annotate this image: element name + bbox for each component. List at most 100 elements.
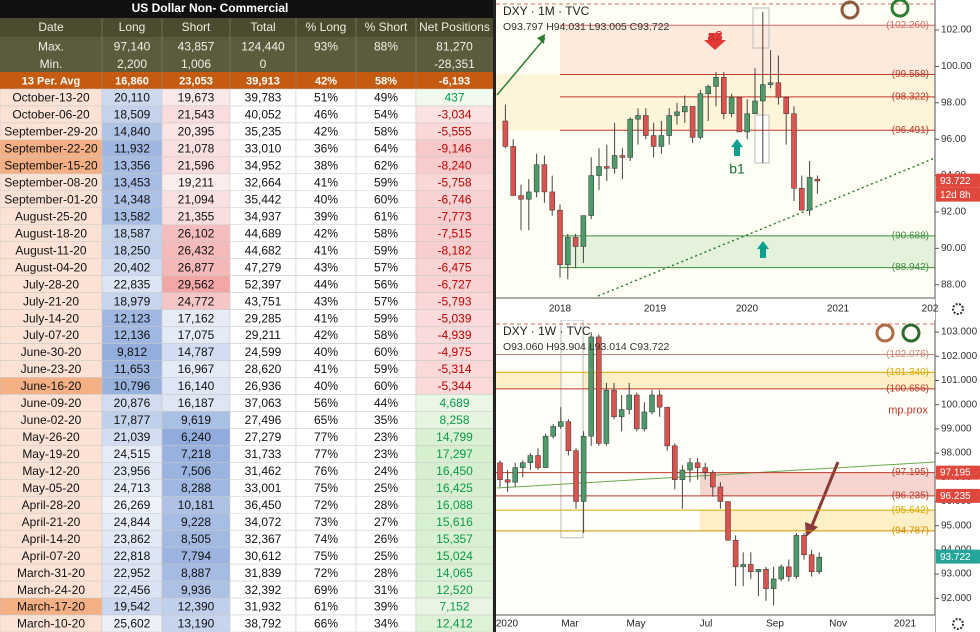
cell-text: 26,269 <box>114 498 151 512</box>
cell-text: 76% <box>314 464 338 478</box>
price-tick-label: 102.000 <box>941 351 978 362</box>
symbol: DXY · 1W · TVC <box>503 324 591 338</box>
cell-text: 24% <box>374 464 398 478</box>
cell-text: 42% <box>314 125 338 139</box>
cell-text: -3,034 <box>437 108 471 122</box>
cell-text: 17,297 <box>436 447 473 461</box>
cell-text: 60% <box>374 192 398 206</box>
cell-text: 25% <box>374 549 398 563</box>
cell-text: 17,075 <box>178 328 215 342</box>
candle-body <box>650 135 657 147</box>
cell-text: 23,956 <box>114 464 151 478</box>
candle-body <box>611 155 618 169</box>
cell-text: 58% <box>374 328 398 342</box>
cell-text: 18,979 <box>114 294 151 308</box>
cell-text: 14,787 <box>178 345 215 359</box>
countdown-tag <box>936 187 980 202</box>
zone <box>560 25 935 75</box>
candle-body <box>596 336 602 444</box>
cell-text: 9,936 <box>181 583 211 597</box>
summary-row <box>0 56 493 72</box>
box <box>752 7 770 49</box>
cell-text: 31% <box>374 583 398 597</box>
cell-text: 43% <box>314 260 338 274</box>
cell-text: 13,190 <box>178 617 215 631</box>
cell-text: July-07-20 <box>23 328 79 342</box>
cell-text: 22,952 <box>114 566 151 580</box>
cell-text: 24,844 <box>114 515 151 529</box>
time-label: 2021 <box>827 304 850 315</box>
level-label: (102.076) <box>886 349 929 360</box>
candle-body <box>705 86 711 94</box>
cell-text: 59% <box>374 176 398 190</box>
cell-text: -5,758 <box>437 176 471 190</box>
summary-cell: Min. <box>40 57 63 71</box>
candle-body <box>618 409 625 418</box>
ohlc: O93.797 H94.031 L93.005 C93.722 <box>503 21 670 33</box>
candle-body <box>760 84 766 102</box>
cell-text: 7,506 <box>181 464 211 478</box>
candle-body <box>687 462 693 471</box>
cell-text: 25,602 <box>114 617 151 631</box>
cell-text: 39% <box>314 209 338 223</box>
time-label: Nov <box>829 619 847 630</box>
cell-text: 12,520 <box>436 583 473 597</box>
price-tick-label: 88.00 <box>941 279 966 290</box>
cell-text: 21,078 <box>178 142 215 156</box>
trend-line <box>496 461 935 489</box>
cell-text: 42% <box>314 328 338 342</box>
cell-text: August-11-20 <box>15 243 86 257</box>
candle-body <box>752 100 758 114</box>
cell-text: 44% <box>314 277 338 291</box>
cell-text: 12,412 <box>436 617 473 631</box>
price-tag <box>936 488 980 503</box>
cell-text: 31,839 <box>245 566 282 580</box>
settings-icon[interactable] <box>952 618 964 630</box>
cell-text: 26,877 <box>178 260 215 274</box>
cell-text: 9,619 <box>181 413 211 427</box>
candle-body <box>725 501 731 541</box>
cell-text: 12,390 <box>178 600 215 614</box>
settings-icon[interactable] <box>952 303 964 315</box>
cell-text: July-28-20 <box>23 277 79 291</box>
price-tick-label: 96.00 <box>941 134 966 145</box>
candle-body <box>755 569 762 572</box>
cell-text: 75% <box>314 481 338 495</box>
cell-text: 69% <box>314 583 338 597</box>
summary-cell: 81,270 <box>436 40 473 54</box>
cell-text: 58% <box>374 125 398 139</box>
level-label: (95.642) <box>892 505 929 516</box>
candle-body <box>549 191 555 211</box>
price-tick-label: 103.000 <box>941 327 978 338</box>
candle-body <box>666 115 672 136</box>
cell-text: -9,146 <box>437 142 471 156</box>
candle-body <box>603 389 610 444</box>
cell-text: 7,152 <box>439 600 469 614</box>
cell-text: 11,653 <box>114 362 150 376</box>
cell-text: 20,110 <box>114 91 150 105</box>
time-axis <box>496 298 935 320</box>
time-label: 2021 <box>894 619 917 630</box>
zone <box>700 510 935 531</box>
cell-text: -5,039 <box>437 311 471 325</box>
cell-text: July-14-20 <box>23 311 79 325</box>
candle-body <box>604 166 610 169</box>
cell-text: 43% <box>314 294 338 308</box>
cell-text: 9,812 <box>117 345 147 359</box>
cell-text: 35,442 <box>245 192 282 206</box>
cell-text: August-04-20 <box>15 260 87 274</box>
candle-body <box>694 462 701 468</box>
summary-cell: 43,857 <box>178 40 215 54</box>
cell-text: 14,065 <box>436 566 473 580</box>
cell-text: 16,967 <box>178 362 215 376</box>
candle-body <box>763 569 769 589</box>
cell-text: 39,783 <box>245 91 282 105</box>
summary-cell: 58% <box>375 75 397 87</box>
cell-text: 34% <box>374 617 398 631</box>
cell-text: 32,664 <box>245 176 282 190</box>
cell-text: 26% <box>374 532 398 546</box>
cell-text: October-13-20 <box>12 91 90 105</box>
zone <box>560 235 935 268</box>
candle-body <box>740 564 746 568</box>
